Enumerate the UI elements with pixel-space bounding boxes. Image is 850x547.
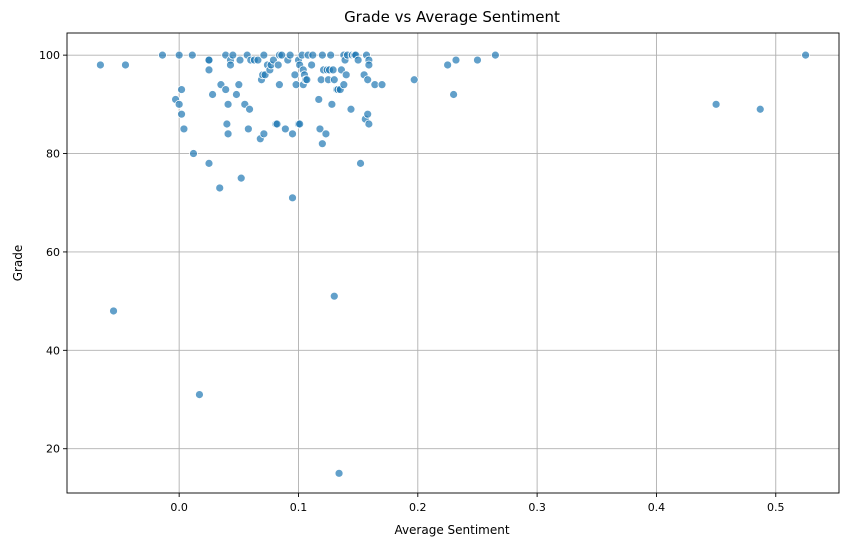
data-point [326, 50, 336, 60]
data-point [280, 124, 290, 134]
data-point [353, 55, 363, 65]
data-point [245, 104, 254, 114]
data-point [195, 390, 204, 400]
data-point [409, 75, 419, 85]
x-tick-label: 0.3 [528, 501, 546, 514]
data-point [223, 129, 233, 139]
chart-title: Grade vs Average Sentiment [344, 8, 560, 26]
y-tick-label: 60 [46, 246, 60, 259]
data-point [341, 70, 351, 80]
data-point [363, 109, 373, 119]
data-point [346, 104, 356, 114]
data-point [96, 60, 105, 70]
data-point [308, 50, 318, 60]
plot-frame [66, 32, 840, 494]
data-point [288, 193, 297, 203]
data-point [328, 65, 338, 75]
data-point [221, 85, 231, 94]
y-tick-label: 80 [46, 148, 60, 161]
data-point [158, 50, 167, 60]
data-point [204, 65, 214, 75]
data-point [273, 60, 283, 70]
data-point [329, 75, 339, 85]
x-axis-label: Average Sentiment [394, 523, 509, 537]
data-point [236, 173, 246, 183]
data-point [177, 109, 186, 119]
data-point [187, 50, 197, 60]
data-point [443, 60, 453, 70]
data-point [801, 50, 810, 60]
data-point [285, 50, 295, 60]
data-point [451, 55, 461, 65]
data-point [174, 50, 184, 60]
data-point [174, 99, 184, 109]
data-point [290, 70, 300, 80]
data-point [314, 95, 324, 104]
data-point [339, 80, 349, 90]
data-point [327, 99, 337, 109]
data-point [317, 139, 327, 149]
y-axis-label: Grade [11, 245, 25, 282]
x-tick-label: 0.1 [290, 501, 308, 514]
data-point [321, 129, 331, 139]
data-point [490, 50, 500, 60]
axis-ticks: 0.0 0.1 0.2 0.3 0.4 0.5 20 40 60 80 100 [39, 49, 785, 514]
data-point [109, 306, 118, 316]
data-point [189, 149, 198, 158]
data-point [204, 158, 214, 168]
x-tick-label: 0.5 [767, 501, 785, 514]
data-point [204, 55, 214, 65]
data-point [363, 75, 373, 85]
data-point [364, 119, 374, 129]
data-point [329, 291, 339, 301]
data-point [226, 60, 235, 70]
data-point [364, 60, 374, 70]
data-point [711, 99, 721, 109]
data-point [215, 183, 225, 193]
y-tick-label: 20 [46, 443, 60, 456]
data-point [234, 80, 244, 90]
data-point [121, 60, 130, 70]
data-points [96, 50, 810, 478]
data-point [177, 85, 186, 94]
data-point [222, 119, 232, 129]
data-point [259, 50, 269, 60]
data-point [208, 90, 217, 99]
data-point [259, 129, 269, 139]
data-point [302, 75, 312, 85]
data-point [232, 90, 241, 99]
data-point [473, 55, 482, 65]
y-tick-label: 40 [46, 344, 60, 357]
data-point [272, 119, 282, 129]
data-point [356, 158, 365, 168]
data-point [228, 50, 238, 60]
data-point [295, 119, 305, 129]
data-point [274, 80, 284, 90]
x-tick-label: 0.0 [170, 501, 188, 514]
data-point [377, 80, 387, 90]
data-point [243, 124, 253, 134]
data-point [449, 90, 458, 99]
data-point [307, 60, 317, 70]
data-point [317, 50, 327, 60]
x-tick-label: 0.2 [409, 501, 427, 514]
data-point [223, 99, 233, 109]
data-point [253, 55, 263, 65]
y-tick-label: 100 [39, 49, 60, 62]
x-tick-label: 0.4 [648, 501, 666, 514]
data-point [288, 129, 297, 139]
data-point [755, 104, 765, 114]
data-point [235, 55, 245, 65]
data-point [334, 468, 344, 478]
data-point [315, 124, 325, 134]
data-point [179, 124, 189, 134]
